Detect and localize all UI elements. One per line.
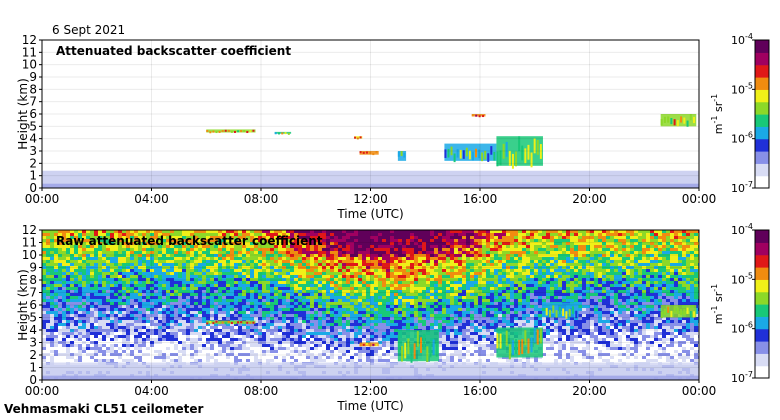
- x-axis-label: Time (UTC): [336, 399, 403, 413]
- y-axis-label: Height (km): [16, 78, 30, 149]
- x-tick-label: 00:00: [682, 384, 717, 398]
- y-tick-label: 4: [29, 323, 37, 337]
- x-tick-label: 20:00: [572, 192, 607, 206]
- x-axis-label: Time (UTC): [336, 207, 403, 221]
- cloud-layer-8: [444, 143, 497, 163]
- cloud-layer-4: [354, 136, 363, 140]
- plot-area: [42, 40, 699, 188]
- cloud-layer-2: [206, 129, 256, 134]
- y-tick-label: 4: [29, 132, 37, 146]
- x-tick-label: 08:00: [244, 192, 279, 206]
- y-tick-label: 7: [29, 95, 37, 109]
- colorbar-unit-label: m-1 sr-1: [710, 284, 725, 324]
- y-axis-label: Height (km): [16, 269, 30, 340]
- colorbar-tick-label: 10-6: [731, 321, 753, 336]
- backscatter-field: [42, 230, 699, 380]
- y-tick-label: 11: [22, 236, 37, 250]
- colorbar-tick-label: 10-6: [731, 131, 753, 146]
- backscatter-field: [42, 114, 699, 188]
- x-tick-label: 12:00: [353, 384, 388, 398]
- cloud-layer-7: [471, 114, 486, 118]
- cloud-layer-3: [359, 342, 379, 347]
- y-tick-label: 5: [29, 119, 37, 133]
- y-tick-label: 10: [22, 248, 37, 262]
- y-tick-label: 6: [29, 298, 37, 312]
- cloud-layer-3: [274, 131, 292, 135]
- x-tick-label: 08:00: [244, 384, 279, 398]
- cloud-layer-7: [660, 305, 697, 319]
- surface-layer: [42, 375, 699, 380]
- y-tick-label: 8: [29, 82, 37, 96]
- x-tick-label: 00:00: [682, 192, 717, 206]
- colorbar: 10-4 10-5 10-6 10-7 m-1 sr-1: [710, 32, 770, 195]
- colorbar: 10-4 10-5 10-6 10-7 m-1 sr-1: [710, 222, 770, 385]
- cloud-layer-9: [496, 136, 543, 169]
- cloud-layer-6: [545, 302, 579, 319]
- x-tick-label: 04:00: [134, 192, 169, 206]
- cloud-layer-2: [206, 320, 256, 325]
- cloud-layer-4: [397, 330, 439, 363]
- cloud-layer-5: [359, 151, 379, 156]
- y-tick-label: 3: [29, 336, 37, 350]
- colorbar-tick-label: 10-5: [731, 271, 753, 286]
- colorbar-tick-label: 10-4: [731, 222, 753, 237]
- y-tick-label: 8: [29, 273, 37, 287]
- y-tick-label: 9: [29, 261, 37, 275]
- cloud-layer-5: [496, 327, 543, 360]
- colorbar-tick-label: 10-7: [731, 180, 753, 195]
- x-tick-label: 04:00: [134, 384, 169, 398]
- y-tick-label: 2: [29, 348, 37, 362]
- x-tick-label: 20:00: [572, 384, 607, 398]
- panel-title: Attenuated backscatter coefficient: [56, 44, 291, 58]
- surface-layer: [42, 183, 699, 188]
- date-label: 6 Sept 2021: [52, 23, 125, 37]
- y-tick-label: 12: [22, 223, 37, 237]
- y-tick-label: 0: [29, 181, 37, 195]
- cloud-layer-10: [660, 114, 697, 127]
- y-tick-label: 0: [29, 373, 37, 387]
- colorbar-tick-label: 10-7: [731, 370, 753, 385]
- y-tick-label: 12: [22, 33, 37, 47]
- y-tick-label: 1: [29, 169, 37, 183]
- panel-title: Raw attenuated backscatter coefficient: [56, 234, 323, 248]
- y-tick-label: 11: [22, 45, 37, 59]
- cloud-layer-6: [397, 151, 407, 161]
- y-tick-label: 3: [29, 144, 37, 158]
- colorbar-tick-label: 10-4: [731, 32, 753, 47]
- colorbar-unit-label: m-1 sr-1: [710, 94, 725, 134]
- x-tick-label: 16:00: [463, 192, 498, 206]
- y-tick-label: 5: [29, 311, 37, 325]
- x-tick-label: 16:00: [463, 384, 498, 398]
- x-tick-label: 00:00: [25, 384, 60, 398]
- y-tick-label: 9: [29, 70, 37, 84]
- colorbar-tick-label: 10-5: [731, 81, 753, 96]
- y-tick-label: 10: [22, 58, 37, 72]
- x-tick-label: 12:00: [353, 192, 388, 206]
- x-tick-label: 00:00: [25, 192, 60, 206]
- site-label: Vehmasmaki CL51 ceilometer: [4, 402, 204, 416]
- y-tick-label: 6: [29, 107, 37, 121]
- y-tick-label: 7: [29, 286, 37, 300]
- y-tick-label: 1: [29, 361, 37, 375]
- y-tick-label: 2: [29, 156, 37, 170]
